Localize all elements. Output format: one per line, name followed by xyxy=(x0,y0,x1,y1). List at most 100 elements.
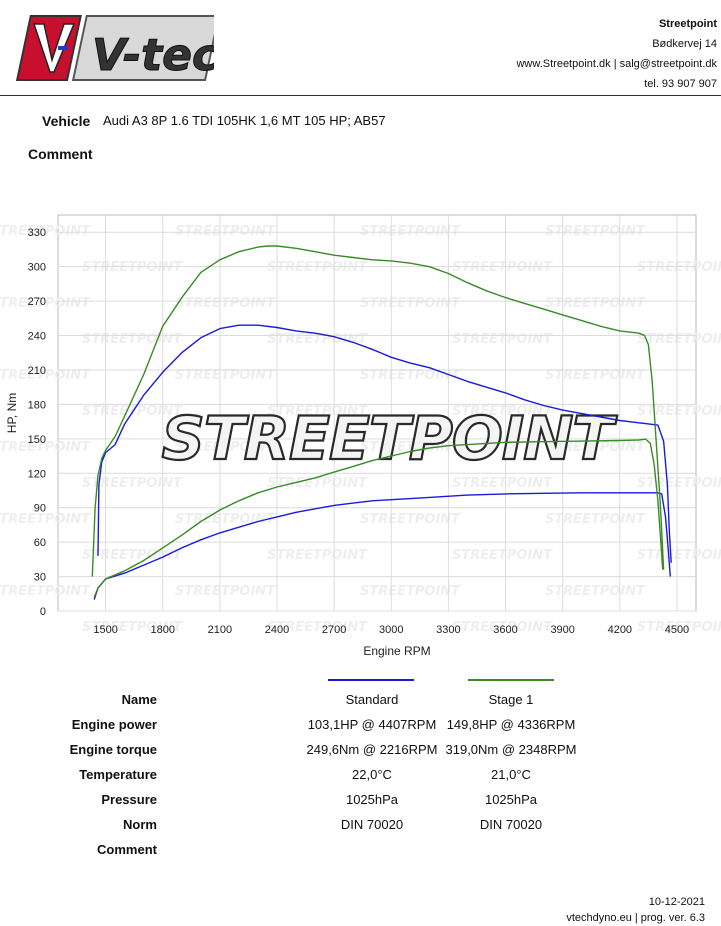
standard-pressure: 1025hPa xyxy=(345,792,399,807)
y-tick-label: 30 xyxy=(34,572,46,584)
y-tick-label: 240 xyxy=(28,331,46,343)
standard-norm: DIN 70020 xyxy=(340,817,404,832)
series-standard-power-line xyxy=(93,492,671,600)
watermark-tile: STREETPOINT xyxy=(0,440,91,455)
x-tick-label: 1500 xyxy=(93,624,117,636)
watermark-tile: STREETPOINT xyxy=(637,260,721,275)
label-name: Name xyxy=(121,692,157,707)
watermark-tile: STREETPOINT xyxy=(637,620,721,635)
legend-swatch-standard xyxy=(328,679,414,681)
y-tick-label: 270 xyxy=(28,296,46,308)
company-contact: www.Streetpoint.dk | salg@streetpoint.dk xyxy=(516,58,717,70)
y-tick-label: 120 xyxy=(28,468,46,480)
watermark-tile: STREETPOINT xyxy=(545,512,646,527)
x-tick-label: 2400 xyxy=(265,624,289,636)
watermark-tile: STREETPOINT xyxy=(452,476,553,491)
x-tick-label: 4200 xyxy=(608,624,632,636)
watermark-tile: STREETPOINT xyxy=(637,332,721,347)
watermark-tile: STREETPOINT xyxy=(175,440,276,455)
label-comment: Comment xyxy=(97,842,157,857)
comment-label: Comment xyxy=(28,146,93,162)
label-engine-power: Engine power xyxy=(71,717,157,732)
company-name: Streetpoint xyxy=(658,18,717,30)
watermark-tile: STREETPOINT xyxy=(82,476,183,491)
watermark-tile: STREETPOINT xyxy=(82,548,183,563)
watermark-tile: STREETPOINT xyxy=(0,368,91,383)
x-tick-label: 3600 xyxy=(493,624,517,636)
label-pressure: Pressure xyxy=(101,792,157,807)
watermark-tile: STREETPOINT xyxy=(360,584,461,599)
watermark-tile: STREETPOINT xyxy=(452,620,553,635)
header-divider xyxy=(0,95,721,96)
watermark-tile: STREETPOINT xyxy=(452,404,553,419)
label-engine-torque: Engine torque xyxy=(69,742,157,757)
stage1-temperature: 21,0°C xyxy=(491,767,531,782)
report-date: 10-12-2021 xyxy=(648,896,705,908)
results-table: Name Standard Stage 1 Engine power 103,1… xyxy=(0,672,721,862)
watermark-tile: STREETPOINT xyxy=(0,296,91,311)
x-axis-label: Engine RPM xyxy=(363,644,430,658)
y-tick-label: 60 xyxy=(34,537,46,549)
watermark-tile: STREETPOINT xyxy=(545,224,646,239)
series-stage-1-power-line xyxy=(93,438,664,598)
vehicle-value: Audi A3 8P 1.6 TDI 105HK 1,6 MT 105 HP; … xyxy=(103,113,386,128)
watermark-tile: STREETPOINT xyxy=(175,512,276,527)
x-tick-label: 2100 xyxy=(208,624,232,636)
watermark-tile: STREETPOINT xyxy=(452,548,553,563)
y-tick-label: 90 xyxy=(34,503,46,515)
watermark-tile: STREETPOINT xyxy=(267,404,368,419)
watermark-tile: STREETPOINT xyxy=(0,224,91,239)
standard-torque: 249,6Nm @ 2216RPM xyxy=(306,742,438,757)
watermark-tile: STREETPOINT xyxy=(175,224,276,239)
stage1-name: Stage 1 xyxy=(488,692,534,707)
watermark-tile: STREETPOINT xyxy=(637,548,721,563)
y-tick-label: 330 xyxy=(28,227,46,239)
dyno-chart: STREETPOINT STREETPOINT STREETPOINT STREETP… xyxy=(0,214,721,658)
watermark-tile: STREETPOINT xyxy=(267,620,368,635)
watermark-tile: STREETPOINT xyxy=(175,368,276,383)
stage1-power: 149,8HP @ 4336RPM xyxy=(446,717,576,732)
stage1-norm: DIN 70020 xyxy=(479,817,543,832)
watermark-tile: STREETPOINT xyxy=(360,296,461,311)
company-street: Bødkervej 14 xyxy=(652,38,717,50)
watermark-tile: STREETPOINT xyxy=(82,260,183,275)
watermark-tile: STREETPOINT xyxy=(175,584,276,599)
watermark-tile: STREETPOINT xyxy=(82,620,183,635)
legend-swatch-stage1 xyxy=(468,679,554,681)
watermark-tile: STREETPOINT xyxy=(0,584,91,599)
y-tick-label: 210 xyxy=(28,365,46,377)
footer: 10-12-2021 vtechdyno.eu | prog. ver. 6.3 xyxy=(566,894,705,926)
logo-text: V-tech xyxy=(92,30,214,81)
watermark-tile: STREETPOINT xyxy=(267,548,368,563)
stage1-torque: 319,0Nm @ 2348RPM xyxy=(445,742,577,757)
company-phone: tel. 93 907 907 xyxy=(644,78,717,90)
watermark-tile: STREETPOINT xyxy=(637,476,721,491)
watermark-tile: STREETPOINT xyxy=(545,296,646,311)
label-norm: Norm xyxy=(123,817,157,832)
watermark-tile: STREETPOINT xyxy=(360,440,461,455)
watermark-tile: STREETPOINT xyxy=(267,476,368,491)
vehicle-label: Vehicle xyxy=(42,113,91,129)
y-tick-label: 150 xyxy=(28,434,46,446)
watermark-tile: STREETPOINT xyxy=(452,332,553,347)
x-tick-label: 1800 xyxy=(151,624,175,636)
x-tick-label: 4500 xyxy=(665,624,689,636)
standard-power: 103,1HP @ 4407RPM xyxy=(307,717,437,732)
watermark-tile: STREETPOINT xyxy=(267,260,368,275)
x-tick-label: 2700 xyxy=(322,624,346,636)
watermark-tile: STREETPOINT xyxy=(0,512,91,527)
watermark-main: STREETPOINT xyxy=(162,404,618,474)
watermark-tile: STREETPOINT xyxy=(452,260,553,275)
x-tick-label: 3000 xyxy=(379,624,403,636)
y-axis-label: HP, Nm xyxy=(5,393,19,433)
standard-name: Standard xyxy=(345,692,399,707)
program-version: vtechdyno.eu | prog. ver. 6.3 xyxy=(566,912,705,924)
x-tick-label: 3300 xyxy=(436,624,460,636)
watermark-tile: STREETPOINT xyxy=(637,404,721,419)
series-standard-torque-line xyxy=(97,324,672,563)
vtech-logo: V-tech xyxy=(15,15,214,82)
y-tick-label: 300 xyxy=(28,262,46,274)
watermark-tile: STREETPOINT xyxy=(360,512,461,527)
plot-area xyxy=(57,214,697,612)
watermark-tile: STREETPOINT xyxy=(82,332,183,347)
